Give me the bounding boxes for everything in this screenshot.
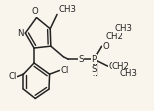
- Text: O: O: [109, 62, 116, 71]
- Text: CH2: CH2: [105, 32, 123, 41]
- Text: CH3: CH3: [59, 5, 77, 14]
- Text: P: P: [91, 55, 96, 64]
- Text: CH2: CH2: [112, 62, 130, 71]
- Text: S: S: [91, 65, 97, 74]
- Text: CH3: CH3: [114, 24, 132, 33]
- Text: CH3: CH3: [119, 69, 137, 78]
- Text: Cl: Cl: [61, 66, 69, 75]
- Text: O: O: [103, 42, 109, 51]
- Text: O: O: [31, 7, 38, 16]
- Text: Cl: Cl: [8, 72, 17, 81]
- Text: S: S: [78, 55, 83, 64]
- Text: N: N: [18, 29, 24, 38]
